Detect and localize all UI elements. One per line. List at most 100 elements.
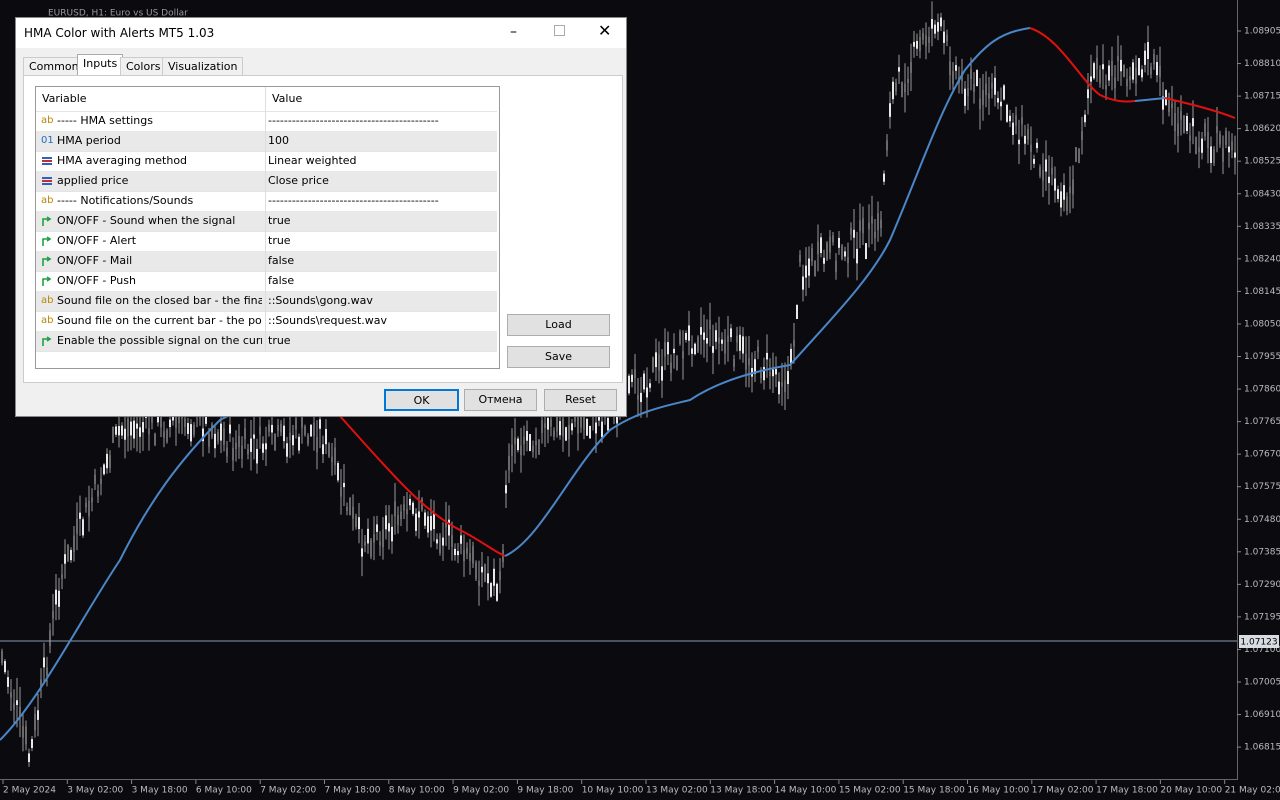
candle-body [85, 502, 87, 508]
candle-body [16, 700, 18, 705]
price-label: 1.08050 [1244, 319, 1280, 329]
input-row[interactable]: ON/OFF - Sound when the signal true [36, 211, 497, 232]
input-row[interactable]: 01 HMA period 100 [36, 131, 497, 152]
candle-body [700, 327, 702, 335]
value: true [268, 234, 291, 247]
candle-body [67, 544, 69, 562]
candle-body [1186, 116, 1188, 131]
input-row[interactable]: ab ----- Notifications/Sounds ------------… [36, 191, 497, 212]
input-row[interactable]: ab ----- HMA settings --------------------… [36, 111, 497, 132]
candle-body [253, 434, 255, 439]
candle-body [997, 98, 999, 103]
value: Linear weighted [268, 154, 357, 167]
candle-body [121, 425, 123, 436]
price-label: 1.08715 [1244, 92, 1280, 102]
candle-body [163, 431, 165, 438]
column-divider [265, 151, 266, 171]
candle-body [727, 335, 729, 342]
tab[interactable]: Colors [120, 57, 167, 76]
input-row[interactable]: HMA averaging method Linear weighted [36, 151, 497, 172]
input-row[interactable]: applied price Close price [36, 171, 497, 192]
row-icon [41, 231, 55, 255]
candle-body [178, 416, 180, 424]
candle-body [124, 428, 126, 440]
candle-body [436, 539, 438, 544]
candle-body [160, 410, 162, 428]
candle-body [607, 417, 609, 431]
candle-body [55, 589, 57, 605]
candle-body [475, 562, 477, 579]
candle-body [1051, 167, 1053, 175]
candle-body [244, 428, 246, 440]
candle-body [442, 537, 444, 546]
candle-body [922, 32, 924, 40]
candle-body [874, 231, 876, 238]
candle-body [694, 343, 696, 355]
maximize[interactable] [554, 25, 565, 36]
candle-body [325, 429, 327, 445]
save-button[interactable]: Save [507, 346, 610, 368]
variable: Enable the possible signal on the curren… [57, 334, 262, 347]
input-row[interactable]: ON/OFF - Push false [36, 271, 497, 292]
candle-body [316, 437, 318, 453]
candle-body [1048, 176, 1050, 184]
candle-body [400, 511, 402, 520]
candle-body [280, 423, 282, 433]
candle-body [193, 424, 195, 435]
candle-body [274, 433, 276, 451]
tab[interactable]: Inputs [77, 54, 124, 76]
candle-body [460, 535, 462, 544]
candle-body [676, 355, 678, 371]
input-row[interactable]: ON/OFF - Mail false [36, 251, 497, 272]
candle-body [1012, 122, 1014, 135]
candle-body [1162, 96, 1164, 110]
candle-body [358, 517, 360, 530]
candle-body [1147, 42, 1149, 59]
candle-body [985, 83, 987, 96]
input-row[interactable]: ab Sound file on the closed bar - the fin… [36, 291, 497, 312]
date-label: 10 May 10:00 [582, 786, 644, 796]
candle-body [1045, 159, 1047, 172]
candle-body [1234, 152, 1236, 158]
date-label: 7 May 18:00 [325, 786, 381, 796]
candle-body [775, 369, 777, 375]
candle-body [982, 89, 984, 105]
candle-body [859, 220, 861, 232]
candle-body [526, 431, 528, 441]
candle-body [541, 420, 543, 433]
close[interactable]: ✕ [598, 21, 612, 40]
candle-body [988, 93, 990, 99]
candle-body [1078, 148, 1080, 164]
candle-body [850, 227, 852, 235]
candle-body [1114, 77, 1116, 89]
tab[interactable]: Common [23, 57, 85, 76]
tab[interactable]: Visualization [162, 57, 244, 76]
load-button[interactable]: Load [507, 314, 610, 336]
candle-body [49, 630, 51, 647]
minimize[interactable]: – [510, 24, 517, 40]
price-label: 1.08335 [1244, 222, 1280, 232]
candle-body [262, 443, 264, 453]
input-row[interactable]: ab Sound file on the current bar - the po… [36, 311, 497, 332]
date-label: 9 May 18:00 [517, 786, 573, 796]
candle-body [934, 24, 936, 34]
ok-button[interactable]: OK [384, 389, 459, 411]
candle-body [967, 88, 969, 97]
candle-body [322, 444, 324, 455]
candle-body [886, 140, 888, 151]
column-divider [265, 131, 266, 151]
candle-body [682, 351, 684, 359]
candle-body [1054, 178, 1056, 191]
input-row[interactable]: ON/OFF - Alert true [36, 231, 497, 252]
candle-body [514, 437, 516, 445]
date-label: 15 May 02:00 [839, 786, 901, 796]
candle-body [52, 611, 54, 619]
candle-body [349, 497, 351, 516]
candle-body [586, 418, 588, 436]
reset-button[interactable]: Reset [544, 389, 617, 411]
candle-body [655, 352, 657, 368]
input-row[interactable]: Enable the possible signal on the curren… [36, 331, 497, 352]
candle-body [238, 435, 240, 448]
cancel-button[interactable]: Отмена [464, 389, 537, 411]
candle-body [667, 342, 669, 355]
